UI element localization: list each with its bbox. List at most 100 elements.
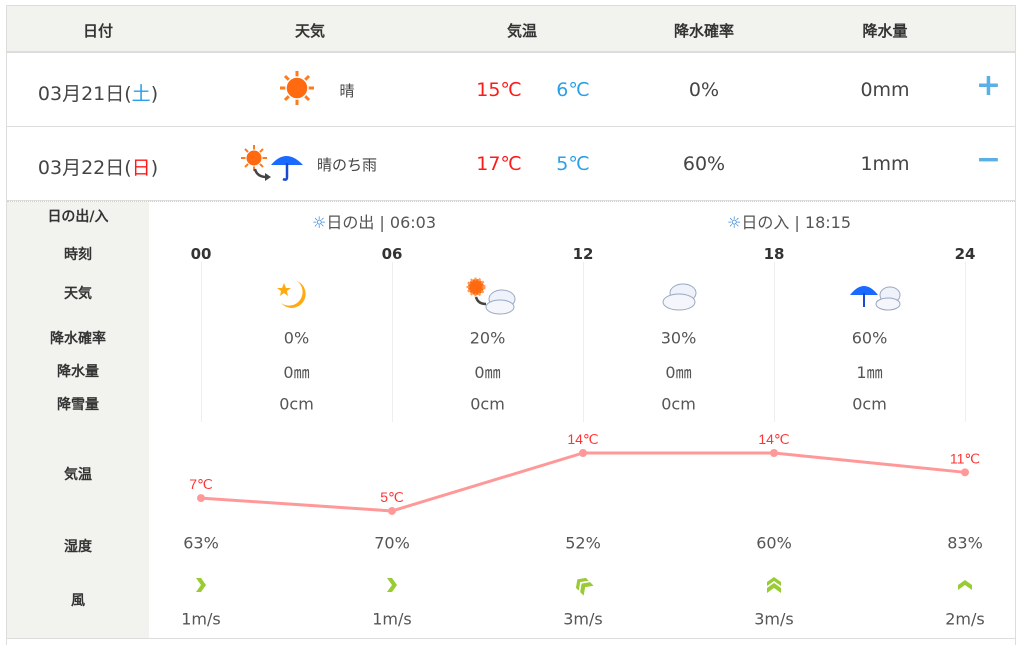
moon-icon [276,281,306,308]
precip-value: 0㎜ [665,363,692,382]
label-humidity: 湿度 [64,539,92,555]
wind-speed: 3m/s [754,609,794,629]
humidity-value: 83% [947,533,983,553]
sunrise-icon: ☼ [311,213,327,232]
label-time: 時刻 [64,247,92,263]
temp-label: 5℃ [380,489,404,505]
snow-value: 0cm [470,394,505,414]
temp-point [770,449,778,457]
sunny-then-rain-icon [241,145,303,181]
cloudy-icon [662,283,696,311]
wind-speed: 1m/s [372,609,412,629]
temperature-chart: 7℃ 5℃ 14℃ 14℃ 11℃ [189,431,980,515]
hour-label: 18 [763,245,785,263]
hour-label: 06 [381,245,403,263]
humidity-value: 52% [565,533,601,553]
wind-speed: 1m/s [181,609,221,629]
precip-prob: 0% [688,79,720,101]
header-precip-amount: 降水量 [862,22,908,40]
day-row[interactable]: 03月21日(土) 晴 15℃ 6℃ 0% 0mm + [7,53,1015,127]
snow-value: 0cm [279,394,314,414]
wind-direction-icon [767,577,781,593]
table-header: 日付 天気 気温 降水確率 降水量 [7,6,1015,53]
column-divider [583,262,584,422]
rain-cloudy-icon [849,286,900,311]
column-divider [774,262,775,422]
sunrise-time: 06:03 [389,213,437,232]
header-precip-prob: 降水確率 [673,22,735,40]
hourly-detail: 日の出/入 時刻 天気 降水確率 降水量 降雪量 気温 湿度 風 ☼日の出 | … [7,201,1015,639]
label-precip-prob: 降水確率 [50,331,106,347]
day-date: 03月21日(土) [38,79,158,106]
temp-label: 11℃ [950,450,980,466]
low-temp: 6℃ [556,79,590,101]
detail-labels: 日の出/入 時刻 天気 降水確率 降水量 降雪量 気温 湿度 風 [7,202,149,638]
weekday: 日 [131,157,151,179]
date-text: 03月21日( [37,83,132,105]
humidity-value: 63% [183,533,219,553]
wind-direction-icon [575,577,594,596]
weekday: 土 [131,83,151,105]
temp-label: 14℃ [758,431,789,447]
snow-value: 0cm [661,394,696,414]
sunny-then-cloudy-icon [466,277,515,315]
date-suffix: ) [150,83,159,105]
header-temp: 気温 [506,22,538,40]
column-divider [201,262,202,422]
label-precip: 降水量 [57,364,99,380]
temp-point [388,506,396,515]
temp-point [961,468,969,477]
sunset: ☼日の入 | 18:15 [726,213,852,232]
weather-text: 晴のち雨 [316,156,378,174]
forecast-table: 日付 天気 気温 降水確率 降水量 03月21日(土) 晴 15℃ 6℃ 0% … [6,5,1016,645]
high-temp: 17℃ [476,153,522,175]
sunny-icon [280,71,314,105]
hour-label: 00 [190,245,212,263]
sunset-time: 18:15 [804,213,852,232]
label-wind: 風 [71,593,85,609]
precip-prob-value: 0% [283,328,310,348]
temp-line [200,451,966,513]
collapse-button[interactable]: − [975,142,1001,177]
label-snow: 降雪量 [57,397,99,413]
day-date: 03月22日(日) [38,153,158,180]
label-weather: 天気 [64,286,92,302]
header-weather: 天気 [294,22,326,40]
wind-direction-icon [387,578,397,592]
label-temp: 気温 [64,467,92,483]
date-suffix: ) [150,157,159,179]
label-sun: 日の出/入 [47,209,109,225]
column-divider [965,262,966,422]
expand-button[interactable]: + [975,68,1001,103]
temp-point [579,449,587,457]
precip-prob-value: 30% [660,328,697,348]
wind-direction-icon [196,578,206,592]
weather-text: 晴 [339,82,355,100]
header-date: 日付 [82,22,114,40]
wind-speed: 2m/s [945,609,985,629]
sunrise-label: 日の出 [326,213,375,232]
date-text: 03月22日( [37,157,132,179]
precip-value: 0㎜ [474,363,501,382]
hour-label: 24 [954,245,976,263]
precip-prob-value: 60% [851,328,888,348]
precip-amount: 0mm [860,79,910,101]
sunrise: ☼日の出 | 06:03 [311,213,437,232]
wind-speed: 3m/s [563,609,603,629]
precip-value: 1㎜ [856,363,883,382]
column-divider [392,262,393,422]
wind-direction-icon [958,580,972,590]
humidity-value: 60% [756,533,792,553]
high-temp: 15℃ [476,79,522,101]
temp-label: 14℃ [567,431,598,447]
precip-amount: 1mm [860,153,910,175]
sunset-icon: ☼ [726,213,742,232]
snow-value: 0cm [852,394,887,414]
precip-value: 0㎜ [283,363,310,382]
precip-prob: 60% [682,153,726,175]
sunset-label: 日の入 [741,213,790,232]
humidity-value: 70% [374,533,410,553]
low-temp: 5℃ [556,153,590,175]
day-row[interactable]: 03月22日(日) 晴のち雨 17℃ 5℃ 60% 1mm − [7,127,1015,201]
temp-point [197,494,205,503]
